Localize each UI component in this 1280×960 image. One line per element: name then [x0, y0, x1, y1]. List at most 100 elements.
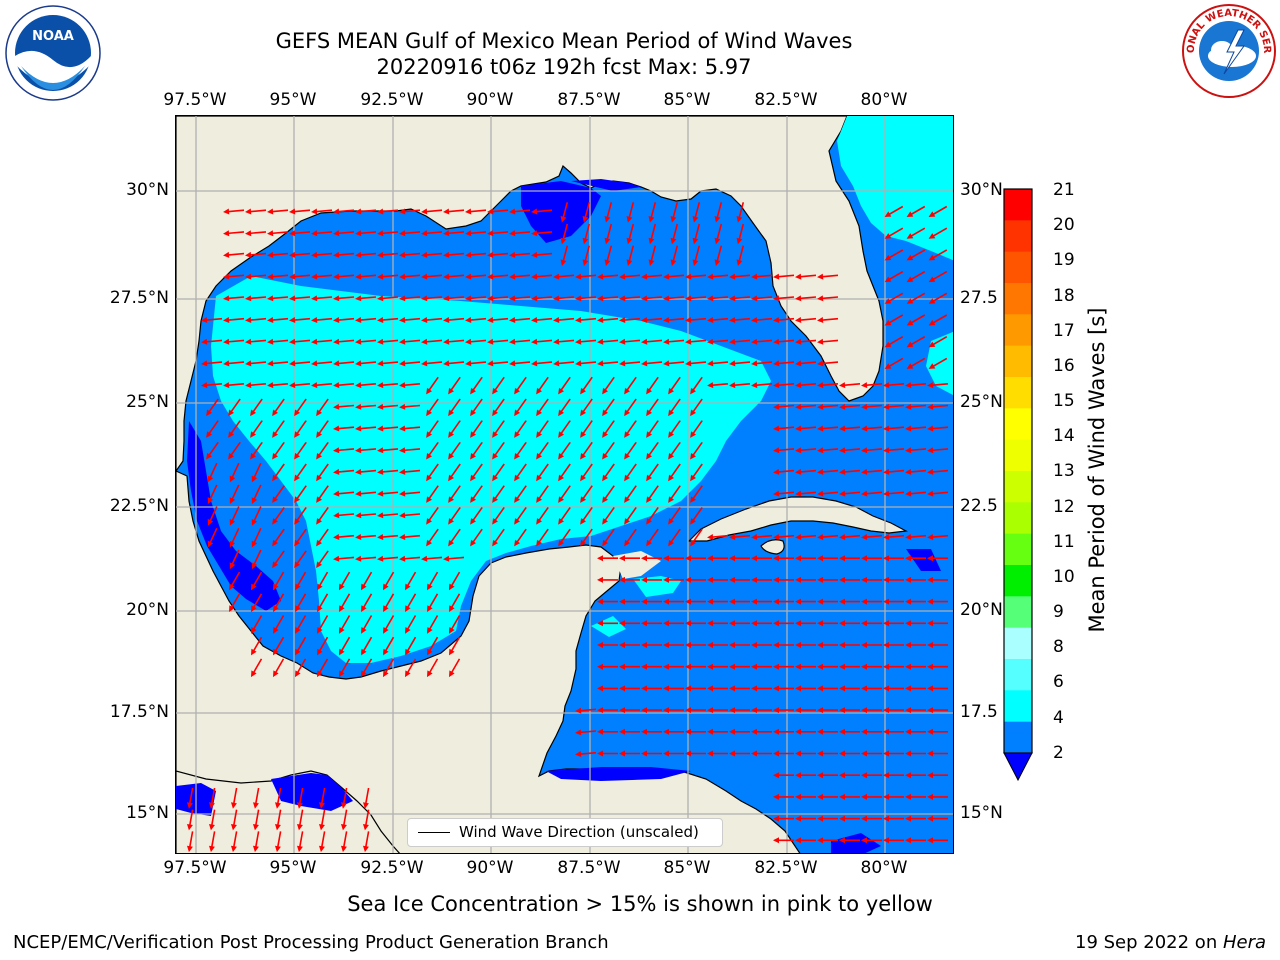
wind-arrowhead — [427, 583, 433, 591]
wind-arrowhead — [641, 576, 647, 583]
wind-arrowhead — [509, 360, 516, 367]
wind-arrowhead — [773, 490, 780, 497]
wind-arrowhead — [295, 670, 301, 678]
wind-arrowhead — [597, 642, 603, 648]
wind-arrowhead — [690, 539, 697, 547]
lon-tick-top: 97.5°W — [163, 90, 227, 110]
wind-arrowhead — [311, 251, 318, 258]
wind-arrowhead — [443, 208, 450, 215]
wind-arrowhead — [580, 539, 587, 547]
wind-arrowhead — [646, 474, 653, 482]
wind-arrowhead — [685, 338, 692, 345]
wind-arrowhead — [355, 468, 362, 475]
wind-arrowhead — [575, 751, 582, 758]
map-legend: Wind Wave Direction (unscaled) — [407, 818, 723, 847]
wind-arrowhead — [448, 496, 455, 503]
wind-arrowhead — [223, 295, 230, 302]
wind-arrowhead — [905, 815, 911, 822]
wind-arrowhead — [355, 273, 362, 280]
wind-arrowhead — [223, 230, 230, 237]
wind-arrowhead — [668, 517, 675, 525]
wind-arrowhead — [795, 317, 802, 324]
wind-arrowhead — [514, 474, 521, 482]
wind-arrowhead — [619, 750, 625, 757]
wind-arrowhead — [729, 534, 736, 541]
wind-arrowhead — [465, 230, 472, 237]
colorbar-outline — [1003, 188, 1033, 754]
wind-arrowhead — [355, 403, 362, 410]
wind-arrowhead — [509, 208, 516, 215]
wind-arrowhead — [685, 728, 691, 735]
wind-arrowhead — [928, 233, 936, 239]
wind-arrowhead — [646, 409, 653, 417]
wind-arrowhead — [624, 539, 631, 547]
wind-arrowhead — [333, 468, 340, 475]
wind-arrowhead — [311, 360, 318, 367]
wind-arrowhead — [399, 512, 406, 519]
lon-tick-bottom: 90°W — [466, 858, 514, 878]
wind-arrowhead — [641, 295, 648, 302]
wind-arrowhead — [448, 431, 455, 438]
footer-date-text: 19 Sep 2022 on — [1075, 932, 1223, 953]
wind-arrowhead — [294, 452, 301, 460]
wind-arrowhead — [795, 447, 802, 454]
wind-arrowhead — [272, 496, 279, 503]
colorbar-tick: 19 — [1053, 250, 1075, 270]
colorbar-tick: 6 — [1053, 672, 1064, 692]
wind-arrow — [649, 245, 657, 264]
wind-arrowhead — [641, 728, 647, 735]
wind-arrowhead — [927, 598, 933, 605]
wind-arrowhead — [383, 626, 389, 634]
wind-arrowhead — [707, 534, 714, 541]
wind-arrowhead — [861, 576, 867, 583]
wind-arrowhead — [206, 431, 213, 438]
wind-arrowhead — [377, 382, 384, 389]
wind-arrowhead — [641, 685, 647, 692]
wind-arrowhead — [597, 576, 603, 583]
wind-arrowhead — [751, 317, 758, 324]
wind-arrowhead — [245, 382, 252, 389]
wind-arrowhead — [905, 685, 911, 692]
wind-arrowhead — [294, 474, 301, 482]
wind-arrowhead — [575, 295, 582, 302]
wind-arrowhead — [333, 403, 340, 410]
wind-arrowhead — [861, 772, 867, 779]
wind-arrowhead — [558, 474, 565, 482]
wind-arrowhead — [619, 360, 626, 367]
wind-arrowhead — [187, 802, 193, 809]
wind-arrowhead — [333, 555, 340, 562]
wind-arrowhead — [531, 273, 538, 280]
wind-arrowhead — [245, 230, 252, 237]
wind-arrowhead — [448, 409, 455, 417]
lon-tick-bottom: 87.5°W — [557, 858, 621, 878]
wind-arrowhead — [690, 431, 697, 438]
wind-arrowhead — [558, 431, 565, 438]
wind-arrowhead — [795, 793, 801, 800]
wind-arrowhead — [311, 317, 318, 324]
wind-arrowhead — [861, 447, 868, 454]
wind-arrowhead — [449, 605, 455, 612]
wind-arrowhead — [341, 823, 347, 831]
wind-arrowhead — [377, 295, 384, 302]
wind-arrowhead — [597, 338, 604, 345]
lon-tick-top: 82.5°W — [754, 90, 818, 110]
wind-arrowhead — [663, 707, 669, 714]
wind-arrowhead — [206, 452, 213, 460]
wind-arrowhead — [245, 338, 252, 345]
wind-arrowhead — [355, 382, 362, 389]
wind-arrowhead — [245, 273, 252, 280]
wind-arrowhead — [223, 317, 230, 324]
wind-arrowhead — [597, 728, 603, 735]
wind-arrowhead — [294, 517, 301, 525]
lat-tick-right: 20°N — [960, 600, 1003, 620]
wind-arrowhead — [295, 583, 301, 591]
wind-arrowhead — [317, 583, 323, 591]
wind-arrowhead — [624, 452, 631, 460]
wind-arrowhead — [751, 295, 758, 302]
wind-arrowhead — [514, 452, 521, 460]
wind-arrowhead — [558, 496, 565, 503]
wind-arrowhead — [817, 685, 823, 692]
wind-arrowhead — [487, 317, 494, 324]
wind-arrowhead — [602, 452, 609, 460]
wind-arrowhead — [377, 555, 384, 562]
